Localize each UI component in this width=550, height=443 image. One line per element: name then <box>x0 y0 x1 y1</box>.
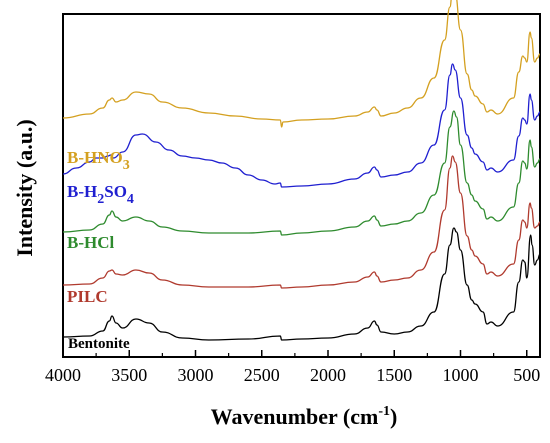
series-label-pilc: PILC <box>67 287 108 306</box>
series-line-b-hno3 <box>62 0 541 128</box>
series-label-part: SO <box>104 182 127 201</box>
x-axis-title-close: ) <box>390 404 397 429</box>
series-label-subscript: 2 <box>97 192 104 207</box>
series-label-part: B-HNO <box>67 148 123 167</box>
series-label-b-hno3: B-HNO3 <box>67 148 130 173</box>
x-axis-title-main: Wavenumber (cm <box>211 404 379 429</box>
series-label-bentonite: Bentonite <box>68 336 130 352</box>
x-tick-label: 1500 <box>376 365 412 385</box>
x-axis-title: Wavenumber (cm-1) <box>211 404 398 429</box>
series-line-b-h2so4 <box>62 63 541 188</box>
series-labels: Bentonite PILC B-HCl B-H2SO4 B-HNO3 <box>67 148 134 352</box>
series-line-bentonite <box>62 227 541 341</box>
series-label-subscript: 3 <box>123 158 130 173</box>
series-label-b-h2so4: B-H2SO4 <box>67 182 134 207</box>
x-tick-label: 2000 <box>310 365 346 385</box>
x-axis-ticks: 4000 3500 3000 2500 2000 1500 1000 500 <box>45 350 540 385</box>
x-tick-label: 4000 <box>45 365 81 385</box>
x-tick-label: 1000 <box>443 365 479 385</box>
series-label-subscript: 4 <box>127 192 134 207</box>
plot-frame <box>62 13 541 358</box>
x-tick-label: 500 <box>513 365 540 385</box>
y-axis-title: Intensity (a.u.) <box>12 119 37 257</box>
x-tick-label: 2500 <box>244 365 280 385</box>
series-label-part: B-H <box>67 182 97 201</box>
series-line-pilc <box>62 155 541 289</box>
series-label-b-hcl: B-HCl <box>67 233 115 252</box>
spectra-curves <box>62 0 541 341</box>
x-axis-title-superscript: -1 <box>378 404 390 419</box>
series-line-b-hcl <box>62 110 541 236</box>
x-tick-label: 3500 <box>111 365 147 385</box>
x-tick-label: 3000 <box>178 365 214 385</box>
